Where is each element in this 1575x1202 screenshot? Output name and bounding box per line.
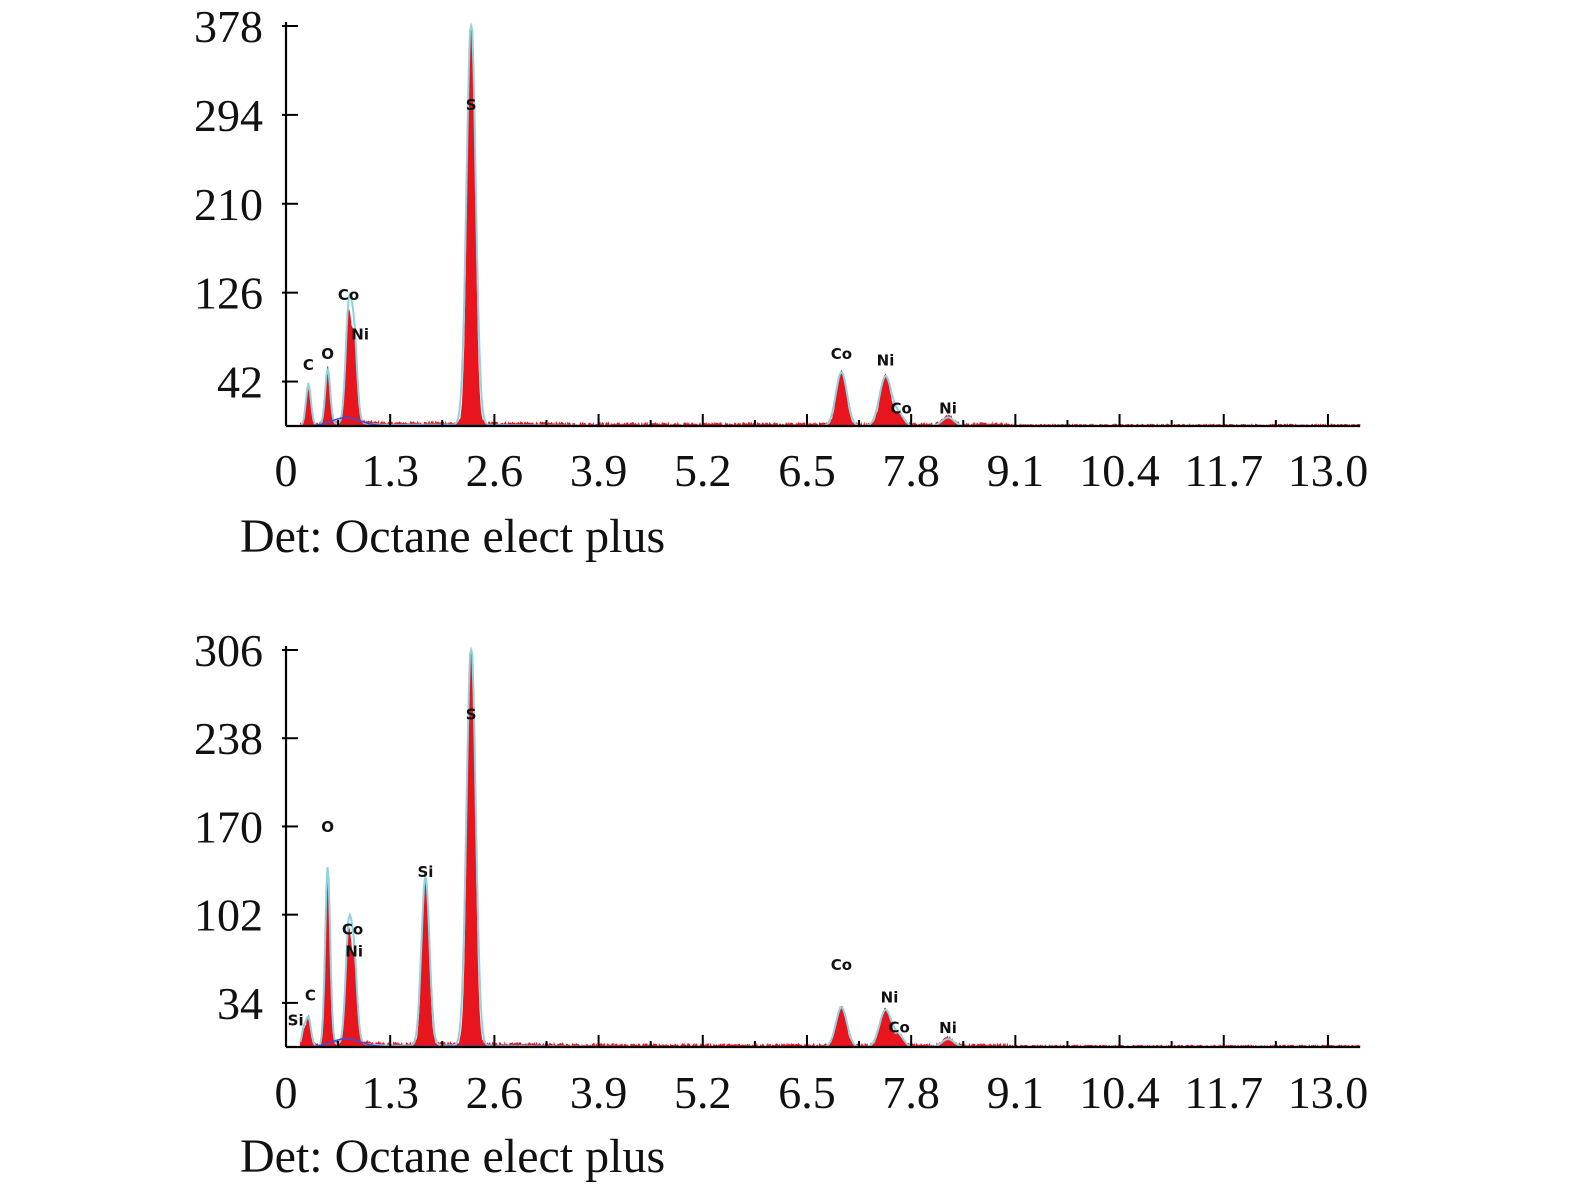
- detector-label: Det: Octane elect plus: [240, 1130, 665, 1183]
- detector-label: Det: Octane elect plus: [240, 510, 665, 563]
- x-tick-label: 0: [275, 1067, 298, 1118]
- peak-label-ni: Ni: [939, 1019, 957, 1037]
- spectrum-panel-2: 34 102 170 238 306 0 1.3 2.6 3.9 5.2 6.5 7.8 9.1 10.4…: [194, 625, 1368, 1183]
- x-tick-label: 10.4: [1079, 445, 1160, 496]
- peak-label-o: O: [321, 818, 334, 836]
- x-tick-label: 3.9: [570, 445, 628, 496]
- peak-label-ni: Ni: [351, 325, 369, 343]
- peak-label-o: O: [321, 345, 334, 363]
- peak-label-c: C: [303, 356, 314, 374]
- x-tick-label: 5.2: [674, 445, 732, 496]
- x-tick-label: 5.2: [674, 1067, 732, 1118]
- x-tick-label: 1.3: [361, 445, 419, 496]
- x-tick-label: 13.0: [1288, 445, 1369, 496]
- x-tick-label: 0: [275, 445, 298, 496]
- y-tick-label: 210: [194, 179, 263, 230]
- x-tick-label: 2.6: [466, 445, 524, 496]
- x-tick-label: 9.1: [987, 445, 1045, 496]
- fit-curve: [299, 646, 1360, 1048]
- x-tick-label: 2.6: [466, 1067, 524, 1118]
- peak-label-s: S: [466, 705, 477, 723]
- y-tick-label: 378: [194, 1, 263, 52]
- peak-label-co: Co: [890, 399, 911, 417]
- y-tick-label: 294: [194, 90, 263, 141]
- peak-label-co: Co: [831, 345, 852, 363]
- x-tick-label: 10.4: [1079, 1067, 1160, 1118]
- x-tick-label: 13.0: [1288, 1067, 1369, 1118]
- x-tick-label: 7.8: [882, 445, 940, 496]
- peak-label-s: S: [466, 96, 477, 114]
- peak-label-co: Co: [338, 286, 359, 304]
- peak-label-c: C: [305, 986, 316, 1004]
- x-tick-label: 7.8: [882, 1067, 940, 1118]
- spectrum-panel-1: 42 126 210 294 378 0 1.3 2.6 3.9 5.2 6.5 7.8 9.1 10.4…: [194, 1, 1368, 563]
- x-tick-label: 3.9: [570, 1067, 628, 1118]
- peak-label-co: Co: [342, 921, 363, 939]
- peak-label-si: Si: [417, 863, 433, 881]
- y-tick-label: 34: [217, 978, 263, 1029]
- peak-label-ni: Ni: [877, 351, 895, 369]
- peak-label-co: Co: [831, 956, 852, 974]
- y-tick-label: 238: [194, 713, 263, 764]
- peak-label-ni: Ni: [881, 989, 899, 1007]
- peak-label-co: Co: [888, 1019, 909, 1037]
- fit-curve: [299, 22, 1360, 427]
- peak-label-ni: Ni: [345, 943, 363, 961]
- peak-label-ni: Ni: [939, 400, 957, 418]
- y-tick-label: 126: [194, 268, 263, 319]
- x-tick-label: 6.5: [778, 445, 836, 496]
- y-tick-label: 102: [194, 890, 263, 941]
- x-tick-label: 6.5: [778, 1067, 836, 1118]
- y-tick-label: 306: [194, 625, 263, 676]
- spectrum-area: [300, 649, 1361, 1049]
- y-tick-label: 42: [217, 357, 263, 408]
- peak-label-si: Si: [288, 1011, 304, 1029]
- x-tick-label: 11.7: [1184, 1067, 1263, 1118]
- x-tick-label: 11.7: [1184, 445, 1263, 496]
- x-tick-label: 9.1: [987, 1067, 1045, 1118]
- x-tick-label: 1.3: [361, 1067, 419, 1118]
- y-tick-label: 170: [194, 801, 263, 852]
- spectrum-area: [300, 25, 1361, 428]
